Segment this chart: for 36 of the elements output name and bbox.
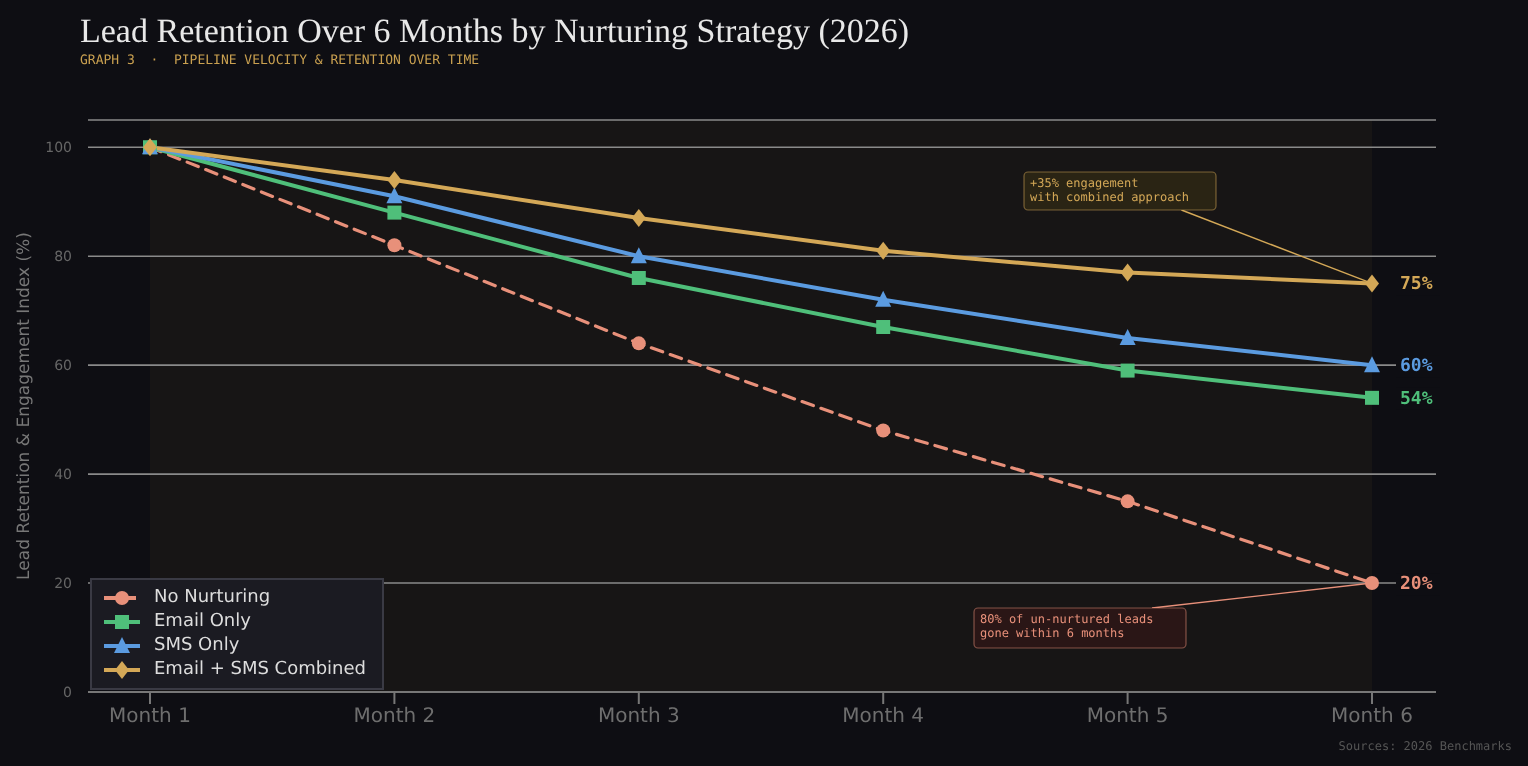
point <box>876 423 891 438</box>
x-tick-label: Month 6 <box>1331 706 1413 729</box>
data-label: 60% <box>1400 357 1434 378</box>
point <box>387 238 402 253</box>
x-tick-label: Month 2 <box>353 706 436 729</box>
point <box>1120 363 1135 378</box>
data-label: 54% <box>1400 389 1434 410</box>
point <box>631 209 646 228</box>
x-tick-label: Month 5 <box>1086 706 1169 729</box>
point <box>387 205 402 220</box>
chart-title: Lead Retention Over 6 Months by Nurturing Strategy (2026) <box>80 12 910 52</box>
point <box>630 247 647 264</box>
x-tick-label: Month 1 <box>109 706 191 729</box>
point <box>1119 328 1136 345</box>
point <box>876 241 891 260</box>
y-axis-title: Lead Retention & Engagement Index (%) <box>14 232 35 580</box>
point <box>386 187 403 204</box>
x-tick-label: Month 4 <box>842 706 925 729</box>
point <box>875 290 892 307</box>
point <box>631 336 646 351</box>
point <box>631 270 646 285</box>
legend-label: Email + SMS Combined <box>154 658 367 682</box>
point <box>876 320 891 335</box>
point <box>387 170 402 189</box>
point <box>1365 274 1379 293</box>
point <box>1120 494 1135 509</box>
data-label: 20% <box>1400 575 1434 596</box>
legend-label: SMS Only <box>154 634 240 658</box>
legend-label: No Nurturing <box>154 586 271 610</box>
point <box>1120 263 1135 282</box>
point <box>1364 356 1380 373</box>
legend-label: Email Only <box>154 610 251 634</box>
data-label: 75% <box>1400 275 1434 296</box>
point <box>1365 576 1379 591</box>
x-tick-label: Month 3 <box>597 706 680 729</box>
point <box>1365 390 1379 405</box>
